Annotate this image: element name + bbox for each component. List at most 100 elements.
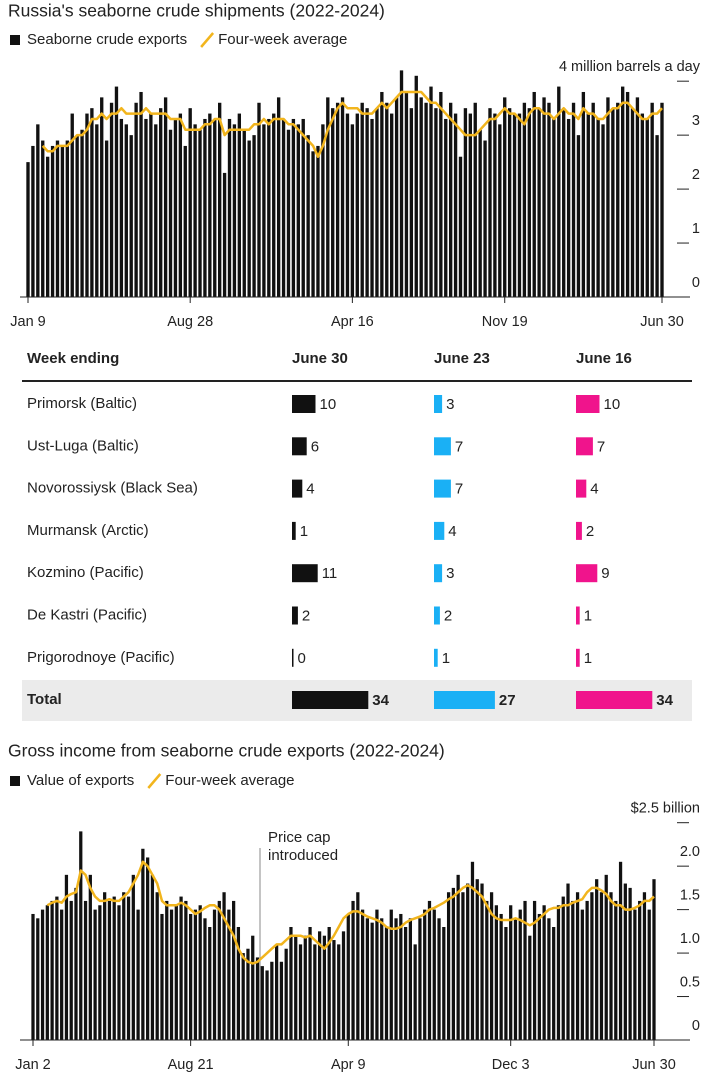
bar [552,118,556,297]
bar [281,118,286,297]
bar [638,900,642,1040]
bar [576,135,581,297]
bar [232,124,237,297]
x-tick-label: Jun 30 [640,314,684,330]
legend-icon [10,776,20,786]
bar [203,918,207,1040]
y-tick-label: $2.5 billion [631,801,700,817]
bar [173,118,178,297]
bar [434,108,438,298]
bar [79,831,83,1040]
bar [480,883,484,1040]
table-value: 34 [372,692,389,709]
bar [633,909,637,1040]
bar [571,900,575,1040]
bar [301,118,305,297]
table-bar [576,606,580,625]
bar [575,892,580,1040]
bar [100,97,104,297]
bar [327,927,331,1040]
bar [129,135,133,297]
bar [160,913,164,1040]
bar [341,931,346,1040]
bar [586,113,590,297]
bar [547,918,551,1040]
table-bar [434,648,438,667]
bar [380,918,384,1040]
table-value: 3 [446,396,454,413]
bar [26,162,30,297]
bar [311,151,315,297]
table-value: 1 [584,650,592,667]
table-value: 7 [597,438,605,455]
bar [93,909,97,1040]
bar [45,905,49,1040]
table-bar [292,437,307,456]
bar [446,892,451,1040]
table-value: 10 [604,396,621,413]
bar [561,896,565,1040]
table-bar [576,564,598,583]
bar [346,913,350,1040]
bar [504,927,508,1040]
bar [485,900,489,1040]
bar [260,966,264,1040]
bar [590,892,594,1040]
bar [413,944,417,1040]
bar [50,900,54,1040]
table-value: 10 [320,396,337,413]
bar [65,140,69,297]
average-line [46,860,655,965]
bar [365,918,370,1040]
x-tick-label: Nov 19 [482,314,528,330]
column-header: June 30 [292,350,348,367]
table-value: 11 [322,565,338,582]
table-value: 7 [455,481,463,498]
bar [50,145,55,297]
bar [291,118,296,297]
table-value: 6 [311,438,319,455]
row-label: Novorossiysk (Black Sea) [27,480,198,497]
legend-icon [10,35,20,45]
bar [466,883,470,1040]
bar [660,102,664,297]
bar [337,944,341,1040]
bar [451,887,455,1040]
row-label: Kozmino (Pacific) [27,564,144,581]
bar [179,896,183,1040]
bar [203,118,207,297]
bar [630,108,635,298]
bar [31,913,35,1040]
table-bar [292,521,296,540]
bar [126,896,131,1040]
bar [571,102,576,297]
bar [303,935,307,1040]
chart-title: Russia's seaborne crude shipments (2022-… [8,1,385,21]
bar [193,909,198,1040]
bar [252,135,256,297]
legend-icon [200,32,215,48]
y-tick-label: 1.0 [680,931,700,947]
bar [340,97,345,297]
bar [242,129,246,297]
bar [335,102,340,297]
bar [169,909,174,1040]
column-header: June 16 [576,350,632,367]
bar [298,944,303,1040]
bar [606,97,610,297]
bar [414,75,418,297]
table-bar [292,606,298,625]
bar [222,172,227,297]
bar [591,102,595,297]
bar [601,124,605,297]
bar [184,900,188,1040]
table-bar [292,395,316,413]
bar [55,896,59,1040]
bar [286,129,291,297]
bar [399,70,404,297]
bar [276,97,281,297]
y-tick-label: 0 [692,1018,700,1034]
bar [625,91,630,297]
bar [218,102,222,297]
